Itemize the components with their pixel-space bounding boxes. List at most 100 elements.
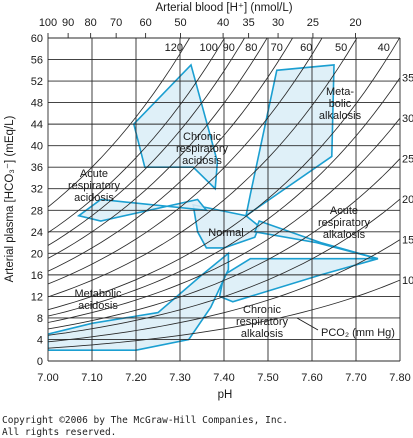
copyright-line-2: All rights reserved. (2, 427, 116, 438)
ph-tick-label: 7.20 (125, 372, 146, 384)
pco2-label-80: 80 (245, 42, 257, 54)
pco2-label-70: 70 (271, 42, 283, 54)
hco3-tick-label: 28 (31, 205, 43, 217)
h-tick-label: 90 (62, 17, 74, 29)
pco2-label: PCO₂ (mm Hg) (321, 327, 395, 339)
y-axis-title: Arterial plasma [HCO₃⁻] (mEq/L) (4, 115, 16, 282)
isobar-100 (48, 38, 225, 234)
label-line: Chronic (243, 304, 281, 316)
isobar-20 (48, 198, 400, 336)
label-line: Acute (80, 168, 108, 180)
label-line: respiratory (176, 143, 228, 155)
label-acute-respiratory-acidosis: Acute respiratory acidosis (68, 168, 120, 204)
hco3-tick-label: 24 (31, 227, 43, 239)
label-line: bolic (329, 98, 352, 110)
isobar-60 (48, 38, 323, 285)
pco2-isobars (48, 38, 400, 349)
pco2-label-20: 20 (402, 194, 413, 206)
pco2-label-40: 40 (378, 42, 390, 54)
pco2-leader-line (296, 317, 319, 331)
pco2-label-60: 60 (300, 42, 312, 54)
region-chronic-respiratory-acidosis (132, 63, 219, 191)
isobar-35 (48, 77, 400, 317)
label-line: alkalosis (323, 229, 366, 241)
isobar-120 (48, 38, 191, 208)
label-line: respiratory (318, 217, 370, 229)
label-line: Acute (330, 205, 358, 217)
hco3-tick-label: 52 (31, 76, 43, 88)
label-metabolic-acidosis: Metabolic acidosis (74, 288, 122, 312)
label-line: Meta- (326, 86, 354, 98)
copyright-line-1: Copyright ©2006 by The McGraw-Hill Compa… (2, 415, 288, 426)
label-acute-respiratory-alkalosis: Acute respiratory alkalosis (318, 205, 370, 241)
pco2-label-90: 90 (223, 42, 235, 54)
hco3-tick-label: 20 (31, 248, 43, 260)
hydrogen-axis-ticks: 100 90 80 70 60 50 40 35 30 25 20 (39, 17, 362, 38)
label-chronic-respiratory-acidosis: Chronic respiratory acidosis (176, 131, 228, 167)
label-line: acidosis (78, 300, 118, 312)
region-normal (192, 203, 261, 249)
label-line: Normal (208, 227, 243, 239)
label-chronic-respiratory-alkalosis: Chronic respiratory alkalosis (236, 304, 288, 340)
hco3-tick-label: 48 (31, 98, 43, 110)
isobar-25 (48, 158, 400, 330)
label-line: acidosis (182, 155, 222, 167)
label-line: alkalosis (319, 110, 362, 122)
pco2-label-120: 120 (165, 42, 183, 54)
isobar-90 (48, 38, 246, 246)
h-tick-label: 20 (349, 17, 361, 29)
label-line: Metabolic (74, 288, 122, 300)
h-tick-label: 40 (217, 17, 229, 29)
label-line: Chronic (183, 131, 221, 143)
h-tick-label: 30 (272, 17, 284, 29)
region-acute-respiratory-alkalosis (253, 219, 379, 260)
hco3-tick-label: 44 (31, 119, 43, 131)
pco2-isobar-labels: 120 100 90 80 70 60 50 40 35 30 25 20 15 10 (165, 42, 413, 287)
ph-tick-label: 7.40 (213, 372, 234, 384)
h-tick-label: 50 (174, 17, 186, 29)
hco3-tick-label: 40 (31, 141, 43, 153)
hco3-tick-label: 56 (31, 55, 43, 67)
hco3-tick-label: 0 (37, 356, 43, 368)
x-axis-title: pH (218, 389, 233, 401)
ph-tick-label: 7.00 (37, 372, 58, 384)
label-line: respiratory (236, 316, 288, 328)
top-axis-title: Arterial blood [H⁺] (nmol/L) (155, 2, 292, 14)
label-line: respiratory (68, 180, 120, 192)
hco3-tick-label: 4 (37, 334, 43, 346)
isobar-15 (48, 239, 400, 343)
pco2-label-10: 10 (402, 275, 413, 287)
h-tick-label: 25 (307, 17, 319, 29)
hco3-tick-label: 36 (31, 162, 43, 174)
pco2-label-100: 100 (199, 42, 217, 54)
isobar-70 (48, 38, 294, 272)
label-line: alkalosis (241, 328, 284, 340)
label-metabolic-alkalosis: Meta-bolic alkalosis (319, 86, 362, 122)
h-tick-label: 70 (110, 17, 122, 29)
hco3-tick-label: 60 (31, 33, 43, 45)
ph-tick-label: 7.70 (345, 372, 366, 384)
label-normal: Normal (208, 227, 243, 239)
pco2-label-50: 50 (335, 42, 347, 54)
pco2-label-15: 15 (402, 235, 413, 247)
ph-axis-ticks: 7.00 7.10 7.20 7.30 7.40 7.50 7.60 7.70 7.80 (37, 372, 410, 384)
ph-tick-label: 7.80 (389, 372, 410, 384)
h-tick-label: 35 (242, 17, 254, 29)
ph-tick-label: 7.50 (257, 372, 278, 384)
hco3-tick-label: 32 (31, 184, 43, 196)
ph-tick-label: 7.30 (169, 372, 190, 384)
h-tick-label: 80 (85, 17, 97, 29)
ph-tick-label: 7.60 (301, 372, 322, 384)
hco3-tick-label: 12 (31, 291, 43, 303)
h-tick-label: 60 (139, 17, 151, 29)
label-line: acidosis (74, 192, 114, 204)
isobar-40 (48, 38, 400, 311)
isobar-80 (48, 38, 268, 259)
isobar-30 (48, 117, 400, 323)
isobar-10 (48, 279, 400, 349)
hco3-tick-label: 16 (31, 270, 43, 282)
h-tick-label: 100 (39, 17, 57, 29)
